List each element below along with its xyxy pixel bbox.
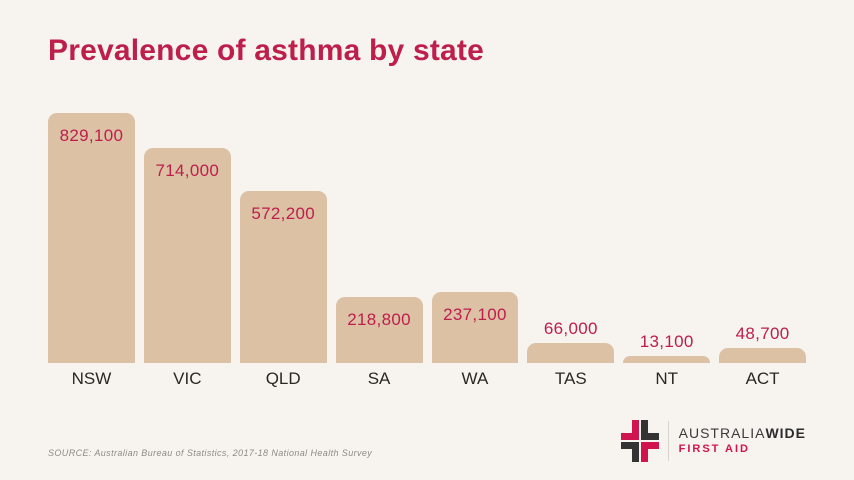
cross-quadrants-icon [620, 420, 659, 462]
logo-tagline: FIRST AID [678, 442, 750, 455]
value-label-TAS: 66,000 [543, 319, 598, 338]
x-axis-label-SA: SA [367, 369, 391, 388]
bar-VIC: 714,000 [143, 148, 231, 363]
bars-row: 829,100 714,000 572,200 218,800 237,100 66,00… [48, 113, 806, 363]
bar-NT [623, 356, 711, 363]
x-axis-label-VIC: VIC [173, 369, 202, 388]
value-label-ACT: 48,700 [735, 324, 790, 343]
source-note: SOURCE: Australian Bureau of Statistics,… [48, 448, 373, 458]
x-axis-label-TAS: TAS [554, 369, 587, 388]
value-label-SA: 218,800 [347, 310, 411, 329]
value-label-VIC: 714,000 [155, 161, 220, 180]
value-label-QLD: 572,200 [251, 204, 315, 223]
bar-cell-WA: 237,100 [431, 113, 519, 363]
bar-NSW: 829,100 [48, 113, 135, 363]
x-axis-label-NT: NT [655, 369, 679, 388]
bar-ACT [719, 348, 806, 363]
x-axis-labels-row: NSW VIC QLD SA WA TAS NT ACT [48, 369, 806, 389]
bar-WA: 237,100 [431, 292, 519, 363]
page-title: Prevalence of asthma by state [48, 34, 484, 67]
bar-SA: 218,800 [335, 297, 423, 363]
bar-QLD: 572,200 [239, 191, 327, 363]
x-axis-label-NSW: NSW [71, 369, 112, 388]
asthma-bar-chart: 829,100 714,000 572,200 218,800 237,100 66,00… [48, 113, 806, 389]
bar-cell-VIC: 714,000 [143, 113, 231, 363]
value-label-NT: 13,100 [639, 332, 694, 351]
bar-cell-NSW: 829,100 [48, 113, 135, 363]
bar-TAS [527, 343, 615, 363]
logo-text: AUSTRALIAWIDE FIRST AID [678, 425, 806, 456]
bar-cell-NT: 13,100 [623, 113, 711, 363]
x-axis-label-QLD: QLD [265, 369, 301, 388]
bar-cell-QLD: 572,200 [239, 113, 327, 363]
value-label-NSW: 829,100 [59, 126, 124, 145]
x-axis-label-WA: WA [461, 369, 489, 388]
bar-cell-ACT: 48,700 [719, 113, 806, 363]
bar-cell-TAS: 66,000 [527, 113, 615, 363]
value-label-WA: 237,100 [443, 305, 507, 324]
logo-divider [667, 421, 669, 461]
brand-logo: AUSTRALIAWIDE FIRST AID [620, 420, 806, 462]
logo-brand-name: AUSTRALIAWIDE [678, 425, 806, 442]
bar-cell-SA: 218,800 [335, 113, 423, 363]
x-axis-label-ACT: ACT [745, 369, 780, 388]
